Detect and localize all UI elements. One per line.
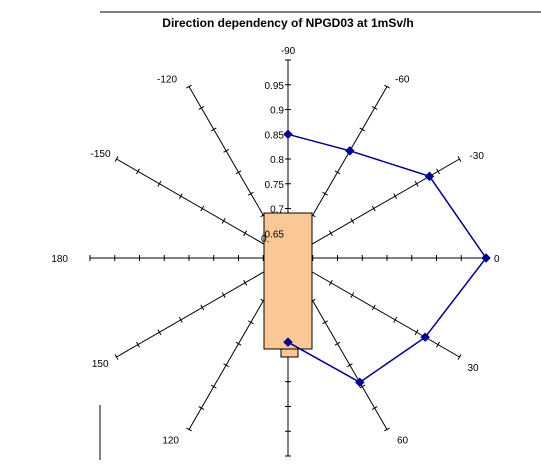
series-point-0 xyxy=(481,253,491,263)
axis-tick xyxy=(393,193,398,199)
axis-tick xyxy=(248,191,254,196)
radial-axes xyxy=(89,59,487,457)
axis-tick xyxy=(457,354,462,360)
detector-cap xyxy=(280,348,299,358)
axis-tick xyxy=(198,406,205,410)
axis-tick xyxy=(347,363,353,368)
axis-tick xyxy=(223,363,229,368)
axis-tick xyxy=(178,193,183,199)
axis-tick xyxy=(200,304,205,311)
radial-tick-label: 0.8 xyxy=(270,155,284,166)
radial-tick-label: 0.75 xyxy=(265,180,285,191)
axis-tick xyxy=(322,191,328,196)
axis-tick xyxy=(210,127,217,132)
radial-tick-label: 0.85 xyxy=(265,130,285,141)
axis-tick xyxy=(334,341,341,346)
axis-tick xyxy=(371,304,376,311)
axis-tick xyxy=(414,180,419,187)
axis-tick xyxy=(371,205,376,212)
radial-tick-label: 0.7 xyxy=(270,205,284,216)
angle-label-150: 150 xyxy=(92,359,109,370)
radial-tick-label: 0.95 xyxy=(265,81,285,92)
axis-tick xyxy=(414,329,419,336)
series-point-90 xyxy=(283,337,293,348)
angle-label--60: -60 xyxy=(395,75,410,86)
data-series xyxy=(283,129,491,388)
radial-tick-label: 0.9 xyxy=(270,106,284,117)
axis-tick xyxy=(436,341,440,348)
axis-tick xyxy=(136,168,140,175)
axis-tick xyxy=(334,170,341,175)
axis-tick xyxy=(457,156,462,162)
angle-label-30: 30 xyxy=(467,363,479,374)
axis-tick xyxy=(371,106,378,110)
angle-label-120: 120 xyxy=(162,435,179,446)
series-point-60 xyxy=(354,377,365,388)
axis-tick xyxy=(186,427,192,432)
axis-tick xyxy=(436,168,440,175)
angle-label--120: -120 xyxy=(157,75,177,86)
radial-tick-labels: 0.65 0.7 0.75 0.8 0.85 0.9 0.95 0. xyxy=(261,81,284,245)
axis-tick xyxy=(157,180,162,187)
axis-tick xyxy=(243,230,248,237)
axis-tick xyxy=(235,170,242,175)
series-point-30 xyxy=(420,332,431,343)
series-point--90 xyxy=(283,129,293,140)
axis-tick xyxy=(328,279,333,286)
axis-tick xyxy=(248,320,254,325)
axis-tick xyxy=(198,106,205,110)
axis-tick xyxy=(393,317,398,323)
axis-tick xyxy=(210,384,217,389)
axis-tick xyxy=(243,279,248,286)
axis-tick xyxy=(221,292,226,298)
angle-label--90: -90 xyxy=(281,46,296,57)
radial-tick-label: 0.65 xyxy=(265,229,285,240)
axis-tick xyxy=(178,317,183,323)
angle-label-0: 0 xyxy=(494,254,500,265)
axis-tick xyxy=(359,384,366,389)
axis-tick xyxy=(114,354,119,360)
series-point--30 xyxy=(424,171,435,182)
axis-tick xyxy=(350,218,355,224)
detector-body xyxy=(263,212,313,350)
chart-title: Direction dependency of NPGD03 at 1mSv/h xyxy=(162,16,413,30)
series-point--60 xyxy=(345,145,355,156)
axis-tick xyxy=(359,127,366,132)
axis-tick xyxy=(235,341,242,346)
axis-tick xyxy=(384,427,390,432)
axis-tick xyxy=(136,341,140,348)
axis-tick xyxy=(186,84,192,89)
angle-label-60: 60 xyxy=(397,435,409,446)
axis-tick xyxy=(200,205,205,212)
angle-label--30: -30 xyxy=(469,151,484,162)
axis-tick xyxy=(350,292,355,298)
axis-tick xyxy=(114,156,119,162)
axis-tick xyxy=(322,320,328,325)
axis-tick xyxy=(157,329,162,336)
radial-min-label: 0. xyxy=(261,234,269,245)
axis-tick xyxy=(371,406,378,410)
angle-label--150: -150 xyxy=(91,149,111,160)
axis-tick xyxy=(223,148,229,153)
angle-label-180: 180 xyxy=(51,254,68,265)
axis-tick xyxy=(221,218,226,224)
axis-tick xyxy=(328,230,333,237)
detector-shape xyxy=(263,212,313,358)
axis-tick xyxy=(384,84,390,89)
angle-labels: 0306090120150180-150-120-90-60-30 xyxy=(51,46,500,446)
